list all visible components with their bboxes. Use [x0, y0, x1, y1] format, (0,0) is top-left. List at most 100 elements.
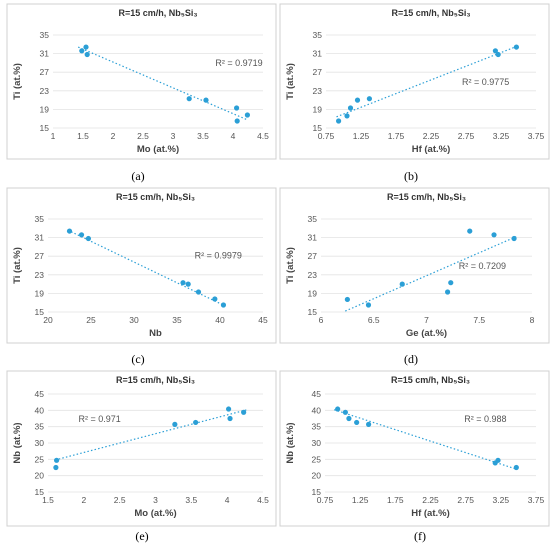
x-tick-label: 6.5 — [368, 315, 380, 325]
data-point — [195, 289, 202, 295]
data-point — [354, 419, 360, 426]
data-point — [220, 302, 227, 308]
chart-title: R=15 cm/h, Nb₅Si₃ — [387, 192, 466, 202]
y-axis-title: Ti (at.%) — [12, 247, 23, 284]
data-point — [399, 281, 405, 287]
x-tick-label: 1.75 — [388, 131, 405, 141]
y-tick-label: 35 — [40, 30, 50, 40]
data-point — [203, 97, 209, 103]
panel-f: R=15 cm/h, Nb₅Si₃ 15 20 25 30 35 40 45 0.75 1.25 1… — [279, 370, 550, 527]
x-tick-label: 2.75 — [457, 495, 474, 505]
data-point — [227, 415, 233, 422]
y-tick-label: 23 — [40, 86, 50, 96]
data-point — [336, 118, 342, 124]
data-point — [491, 232, 497, 238]
panel-a: R=15 cm/h, Nb₅Si₃ 15 19 23 27 31 35 1 1.5 2 2.5 3 3.… — [6, 3, 277, 160]
data-point — [347, 105, 354, 111]
x-tick-label: 2 — [81, 495, 86, 505]
y-axis-title: Ti (at.%) — [285, 63, 296, 100]
data-point — [84, 51, 90, 58]
y-axis-title: Nb (at.%) — [285, 422, 296, 463]
data-point — [193, 419, 199, 426]
y-tick-label: 27 — [40, 67, 50, 77]
x-tick-label: 3 — [171, 131, 176, 141]
x-tick-label: 3 — [153, 495, 158, 505]
x-tick-label: 1.5 — [42, 495, 54, 505]
x-tick-label: 25 — [86, 315, 96, 325]
x-tick-label: 4.5 — [257, 131, 269, 141]
data-point — [212, 296, 218, 302]
y-tick-label: 15 — [35, 487, 45, 497]
y-tick-label: 35 — [308, 214, 318, 224]
x-tick-label: 3.25 — [493, 131, 510, 141]
data-point — [346, 415, 352, 422]
y-tick-label: 31 — [308, 233, 318, 243]
x-axis-title: Hf (at.%) — [411, 508, 450, 519]
x-tick-label: 1.25 — [352, 495, 369, 505]
y-axis-title: Ti (at.%) — [285, 247, 296, 284]
r-squared-label: R² = 0.988 — [464, 414, 506, 424]
x-tick-label: 4 — [225, 495, 230, 505]
data-point — [354, 97, 361, 103]
data-point — [511, 235, 517, 242]
data-point — [79, 48, 85, 54]
y-tick-label: 20 — [35, 471, 45, 481]
y-tick-label: 15 — [308, 307, 318, 317]
y-tick-label: 45 — [312, 389, 322, 399]
x-tick-label: 1 — [51, 131, 56, 141]
panel-frame — [6, 370, 277, 527]
data-point — [244, 112, 250, 118]
chart-title: R=15 cm/h, Nb₅Si₃ — [116, 192, 195, 202]
x-tick-label: 3.25 — [493, 495, 510, 505]
data-point — [344, 296, 350, 303]
y-axis-title: Nb (at.%) — [12, 422, 23, 463]
y-axis-title: Ti (at.%) — [12, 63, 23, 100]
y-tick-label: 27 — [35, 251, 45, 261]
chart-title: R=15 cm/h, Nb₅Si₃ — [391, 375, 470, 385]
x-tick-label: 35 — [172, 315, 182, 325]
y-tick-label: 31 — [35, 233, 45, 243]
y-tick-label: 35 — [35, 214, 45, 224]
y-tick-label: 35 — [312, 422, 322, 432]
trendline — [336, 46, 516, 118]
y-tick-label: 25 — [35, 454, 45, 464]
y-tick-label: 31 — [40, 49, 50, 59]
y-tick-label: 15 — [313, 123, 323, 133]
x-axis-title: Mo (at.%) — [137, 144, 179, 155]
panel-caption: (f) — [414, 529, 426, 543]
data-point — [186, 96, 192, 102]
trendline — [77, 46, 249, 121]
y-tick-label: 25 — [312, 454, 322, 464]
y-tick-label: 35 — [35, 422, 45, 432]
x-tick-label: 4.5 — [257, 495, 269, 505]
y-tick-label: 23 — [308, 270, 318, 280]
y-tick-label: 31 — [313, 49, 323, 59]
x-tick-label: 2.5 — [137, 131, 149, 141]
data-point — [226, 406, 232, 412]
x-tick-label: 8 — [530, 315, 535, 325]
x-tick-label: 2 — [111, 131, 116, 141]
x-axis-title: Mo (at.%) — [134, 508, 176, 519]
panel-caption: (c) — [131, 352, 144, 366]
data-point — [366, 421, 372, 427]
data-point — [53, 464, 59, 471]
data-point — [513, 464, 519, 471]
y-tick-label: 19 — [40, 104, 50, 114]
y-tick-label: 27 — [313, 67, 323, 77]
y-tick-label: 19 — [313, 104, 323, 114]
y-tick-label: 45 — [35, 389, 45, 399]
data-point — [185, 281, 191, 287]
x-tick-label: 3.5 — [185, 495, 197, 505]
data-point — [78, 232, 85, 238]
y-tick-label: 27 — [308, 251, 318, 261]
data-point — [85, 235, 92, 242]
data-point — [344, 113, 350, 119]
data-point — [467, 228, 473, 234]
data-point — [54, 457, 60, 463]
r-squared-label: R² = 0.9719 — [215, 58, 262, 68]
trendline — [345, 236, 517, 312]
x-tick-label: 3.75 — [528, 131, 545, 141]
data-point — [180, 280, 186, 286]
panel-caption: (d) — [404, 352, 418, 366]
